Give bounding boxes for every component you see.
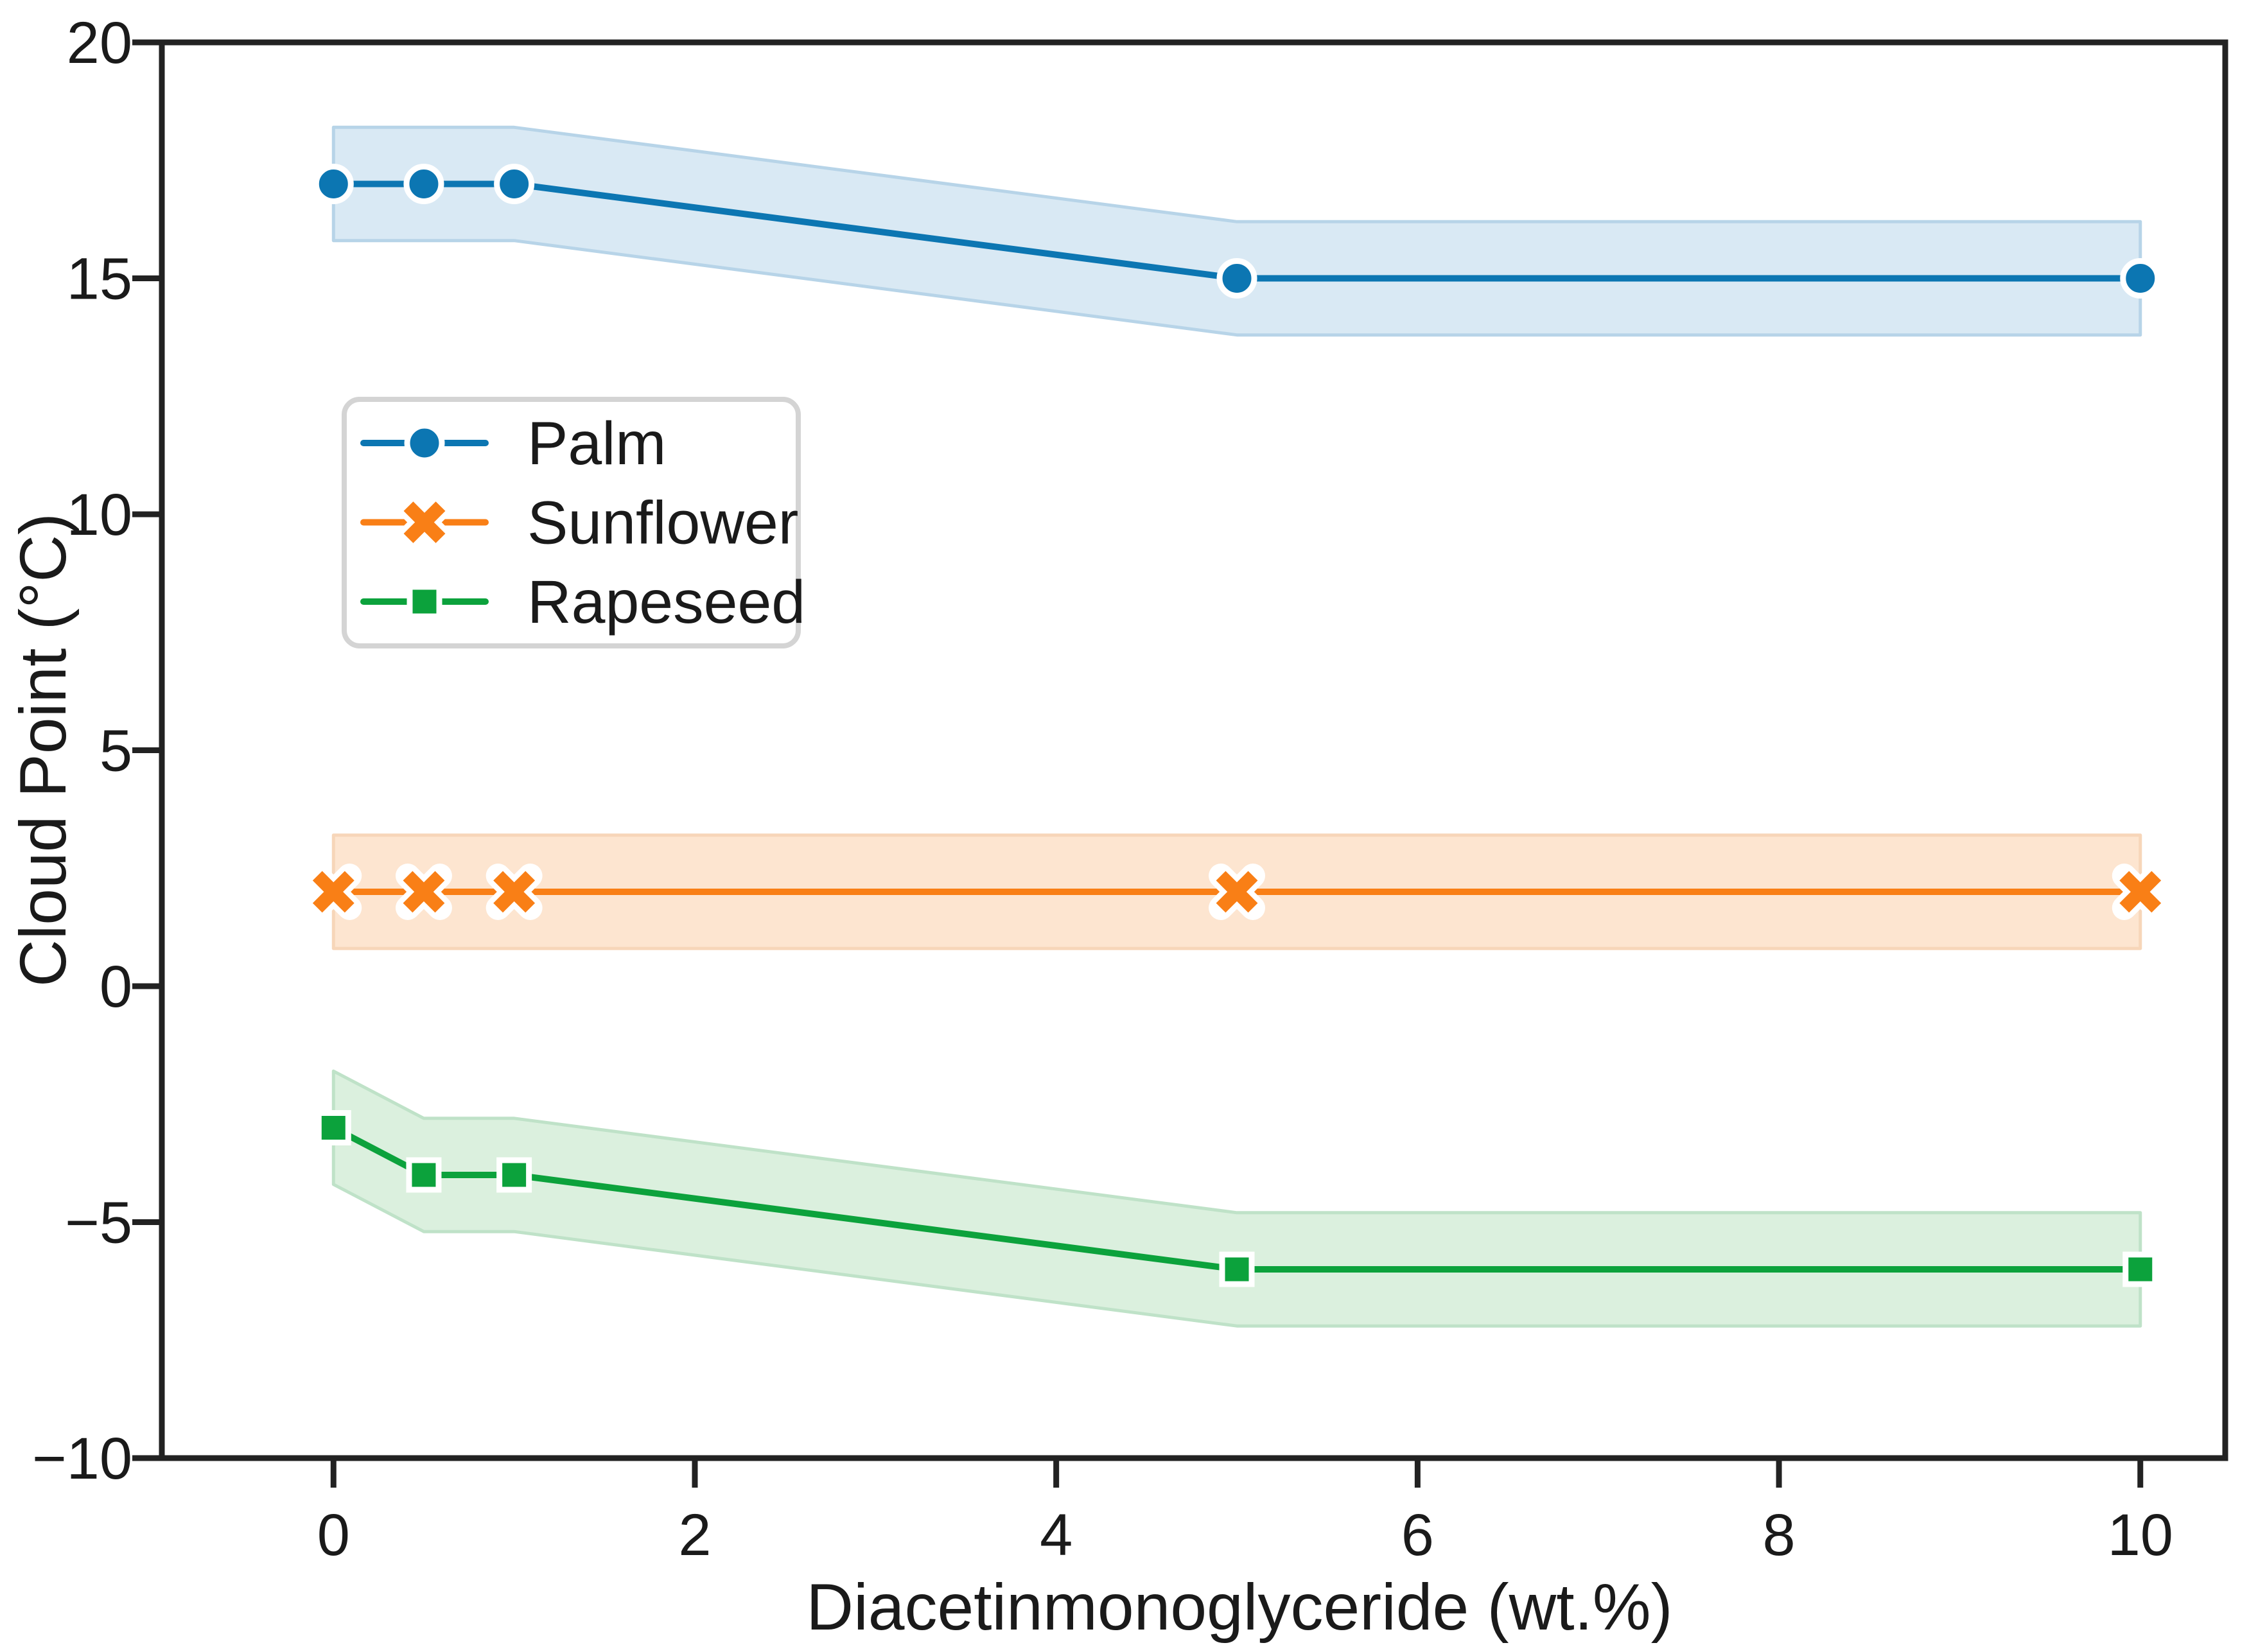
y-tick-label: 15 [67,247,132,312]
rapeseed-marker [1219,1251,1255,1287]
palm-marker [313,164,354,204]
sunflower-marker [312,871,354,913]
rapeseed-marker [496,1157,532,1193]
legend-group: Palm Sunflower Rapeseed [342,397,805,648]
sunflower-marker [403,871,445,913]
palm-marker [403,164,444,204]
x-tick-label: 8 [1762,1502,1795,1568]
y-tick-label: −5 [65,1190,132,1256]
x-tick-label: 0 [317,1502,350,1568]
legend: Palm Sunflower Rapeseed [342,397,805,648]
y-axis-label: Cloud Point (°C) [6,513,80,987]
y-tick-label: 10 [67,482,132,548]
x-tick-label: 6 [1401,1502,1434,1568]
rapeseed-marker [315,1110,351,1145]
plot-spines [159,39,2228,1461]
legend-item-rapeseed: Rapeseed [360,568,805,636]
y-tick-label: 20 [67,10,132,76]
legend-item-sunflower: Sunflower [360,489,798,557]
x-tick-label: 2 [678,1502,711,1568]
legend-item-palm: Palm [360,410,666,478]
legend-label-palm: Palm [527,410,666,478]
legend-marker-palm [404,422,445,464]
x-tick-label: 10 [2108,1502,2173,1568]
x-axis-label: Diacetinmonoglyceride (wt.%) [806,1570,1672,1644]
legend-marker-sunflower [403,501,446,543]
y-tick-label: 5 [100,718,132,784]
legend-box [342,397,801,648]
sunflower-marker [2119,871,2162,913]
palm-marker [2120,258,2161,299]
legend-label-sunflower: Sunflower [527,489,798,557]
rapeseed-error-band [331,1069,2142,1328]
x-tick-label: 4 [1040,1502,1072,1568]
rapeseed-marker [2122,1251,2158,1287]
sunflower-marker [493,871,536,913]
legend-marker-rapeseed [407,584,442,620]
y-tick-label: 0 [100,954,132,1020]
series-markers [305,164,2169,1287]
palm-marker [494,164,535,204]
y-tick-label: −10 [32,1426,132,1491]
palm-marker [1216,258,1257,299]
rapeseed-marker [406,1157,442,1193]
sunflower-marker [1216,871,1258,913]
axes: 0 2 4 6 8 10 20 15 10 5 0 −5 −10 [32,10,2228,1568]
legend-label-rapeseed: Rapeseed [527,568,805,636]
palm-error-band [331,125,2142,337]
